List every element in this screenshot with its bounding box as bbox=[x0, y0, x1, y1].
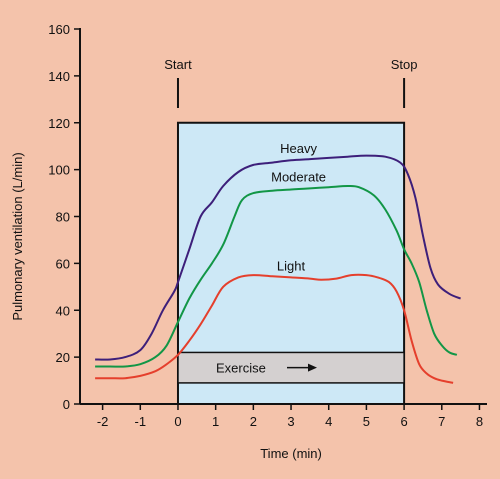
y-axis-title: Pulmonary ventilation (L/min) bbox=[10, 152, 25, 320]
y-tick-label: 0 bbox=[63, 397, 70, 412]
y-tick-label: 20 bbox=[56, 350, 70, 365]
series-label-moderate: Moderate bbox=[271, 169, 326, 184]
x-tick-label: 6 bbox=[400, 414, 407, 429]
start-label: Start bbox=[164, 57, 192, 72]
x-tick-label: 3 bbox=[287, 414, 294, 429]
exercise-arrow-icon bbox=[308, 363, 317, 372]
series-label-heavy: Heavy bbox=[280, 141, 317, 156]
x-tick-label: 5 bbox=[363, 414, 370, 429]
x-tick-label: 2 bbox=[250, 414, 257, 429]
y-tick-label: 120 bbox=[48, 116, 70, 131]
y-tick-label: 60 bbox=[56, 256, 70, 271]
x-tick-label: -2 bbox=[97, 414, 109, 429]
x-tick-label: 7 bbox=[438, 414, 445, 429]
y-tick-label: 100 bbox=[48, 163, 70, 178]
x-tick-label: 4 bbox=[325, 414, 332, 429]
y-tick-label: 40 bbox=[56, 303, 70, 318]
y-tick-label: 80 bbox=[56, 210, 70, 225]
exercise-label: Exercise bbox=[216, 361, 266, 376]
series-line-moderate bbox=[95, 184, 458, 368]
series-line-light bbox=[95, 273, 454, 384]
stop-label: Stop bbox=[391, 57, 418, 72]
axis-layer: 0 20 40 60 80 100 120 140 160 -2 -1 0 1 2 3 4 5 6 7 8 bbox=[48, 22, 487, 429]
series-label-light: Light bbox=[277, 258, 306, 273]
y-tick-label: 160 bbox=[48, 22, 70, 37]
y-tick-label: 140 bbox=[48, 69, 70, 84]
x-tick-label: -1 bbox=[135, 414, 147, 429]
x-tick-label: 0 bbox=[174, 414, 181, 429]
x-axis-title: Time (min) bbox=[260, 446, 322, 461]
x-tick-label: 1 bbox=[212, 414, 219, 429]
series-line-heavy bbox=[95, 154, 461, 361]
series-layer: Heavy Moderate Light bbox=[95, 141, 461, 384]
x-tick-label: 8 bbox=[476, 414, 483, 429]
